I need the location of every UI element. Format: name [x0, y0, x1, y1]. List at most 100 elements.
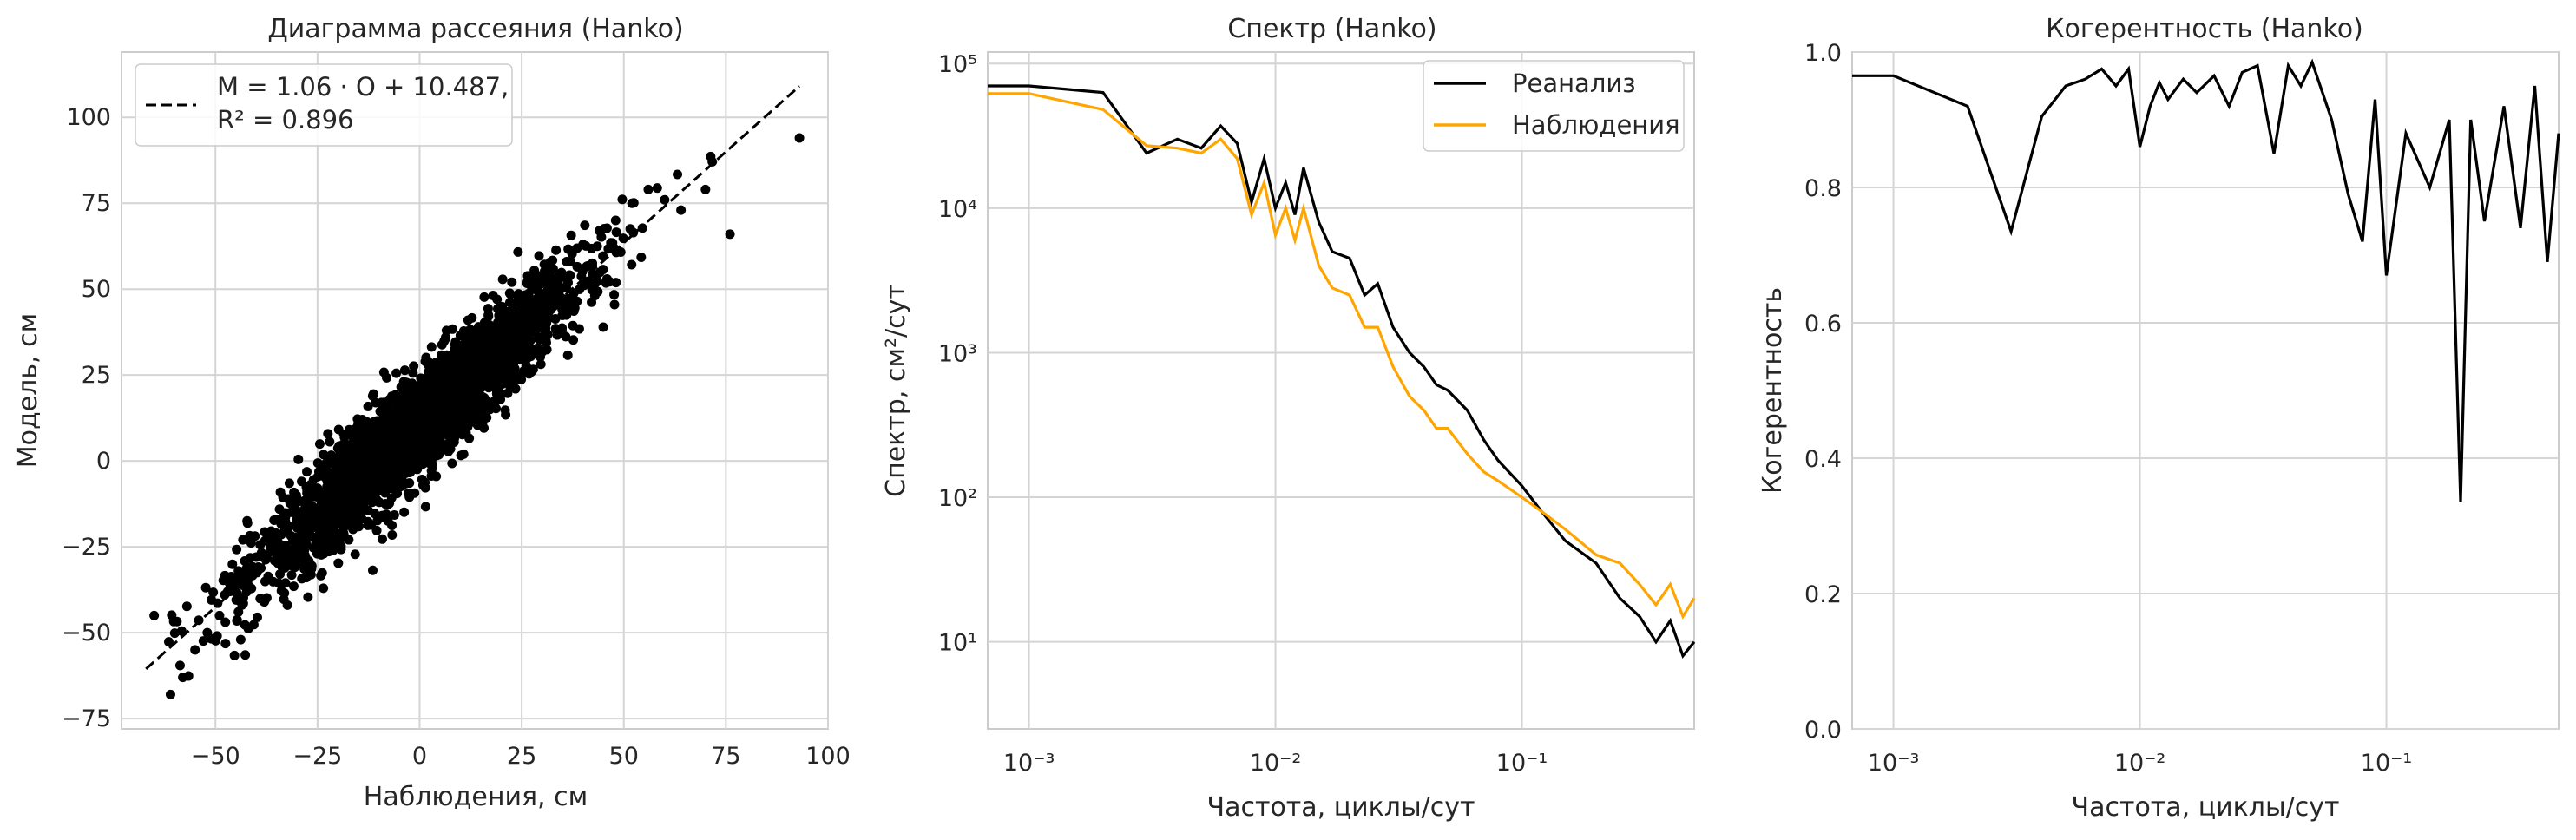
scatter-point — [488, 290, 498, 300]
scatter-point — [601, 273, 612, 284]
scatter-point — [562, 350, 573, 360]
scatter-point — [408, 368, 418, 378]
scatter-xtick-label: 100 — [805, 743, 851, 770]
scatter-point — [391, 462, 401, 472]
scatter-point — [220, 617, 231, 627]
scatter-point — [276, 529, 286, 540]
scatter-point — [409, 395, 419, 405]
scatter-point — [448, 424, 458, 435]
scatter-point — [499, 363, 509, 373]
scatter-legend-box — [135, 63, 513, 147]
scatter-point — [373, 434, 384, 444]
scatter-point — [333, 424, 344, 435]
scatter-point — [504, 288, 515, 299]
scatter-point — [541, 338, 551, 348]
scatter-point — [334, 468, 345, 478]
scatter-point — [399, 507, 410, 517]
scatter-point — [417, 429, 427, 439]
scatter-point — [338, 529, 348, 540]
scatter-point — [794, 133, 805, 143]
scatter-point — [218, 575, 228, 586]
scatter-point — [424, 387, 435, 397]
scatter-point — [572, 261, 582, 272]
scatter-point — [660, 194, 670, 205]
scatter-point — [457, 397, 467, 407]
scatter-point — [282, 600, 292, 610]
scatter-point — [167, 610, 177, 620]
scatter-point — [387, 480, 398, 490]
scatter-point — [363, 516, 373, 527]
scatter-point — [365, 425, 376, 436]
scatter-point — [477, 417, 488, 428]
scatter-point — [498, 328, 509, 338]
scatter-point — [610, 215, 621, 226]
scatter-point — [377, 534, 387, 544]
scatter-point — [442, 378, 452, 389]
scatter-point — [566, 230, 576, 240]
scatter-point — [513, 246, 523, 257]
scatter-point — [707, 156, 718, 167]
coherence-ytick-label: 0.4 — [1804, 446, 1842, 473]
scatter-point — [367, 565, 378, 575]
scatter-point — [398, 394, 409, 404]
scatter-point — [332, 456, 343, 466]
scatter-point — [490, 397, 500, 408]
scatter-point — [469, 331, 479, 341]
scatter-point — [550, 279, 561, 290]
scatter-point — [509, 360, 519, 371]
scatter-point — [314, 439, 325, 450]
scatter-point — [439, 336, 450, 346]
scatter-point — [231, 594, 241, 605]
scatter-point — [299, 550, 310, 561]
scatter-point — [562, 278, 573, 288]
spectrum-xtick-labels: 10⁻³ 10⁻² 10⁻¹ — [1003, 750, 1548, 777]
scatter-point — [455, 404, 465, 414]
scatter-point — [601, 223, 612, 233]
scatter-point — [172, 616, 182, 627]
scatter-point — [550, 313, 561, 324]
scatter-point — [232, 544, 242, 555]
scatter-point — [367, 449, 378, 459]
scatter-point — [396, 414, 406, 424]
scatter-point — [550, 324, 561, 334]
scatter-point — [565, 270, 575, 280]
scatter-point — [301, 573, 312, 583]
spectrum-legend-reanalysis: Реанализ — [1512, 69, 1636, 98]
scatter-point — [408, 385, 418, 396]
scatter-point — [240, 555, 250, 566]
scatter-point — [319, 583, 329, 594]
scatter-point — [498, 373, 509, 384]
scatter-point — [388, 471, 398, 482]
scatter-point — [252, 612, 262, 622]
scatter-point — [238, 598, 248, 608]
coherence-ytick-label: 0.2 — [1804, 581, 1842, 608]
spectrum-ytick-label: 10² — [938, 485, 977, 512]
coherence-lines — [1852, 58, 2560, 502]
scatter-point — [302, 495, 312, 506]
scatter-point — [529, 284, 539, 294]
scatter-point — [427, 460, 437, 470]
scatter-point — [504, 381, 515, 391]
scatter-point — [479, 396, 490, 406]
scatter-point — [399, 365, 410, 376]
scatter-point — [446, 399, 457, 410]
scatter-point — [468, 365, 478, 376]
scatter-point — [379, 449, 390, 459]
scatter-point — [398, 469, 409, 480]
scatter-point — [255, 594, 266, 604]
scatter-point — [238, 535, 248, 545]
scatter-point — [240, 650, 251, 660]
coherence-xtick-label: 10⁻¹ — [2361, 750, 2412, 777]
scatter-point — [322, 541, 332, 551]
scatter-point — [235, 634, 246, 645]
scatter-point — [384, 498, 395, 509]
coherence-ytick-label: 0.8 — [1804, 175, 1842, 202]
scatter-point — [404, 478, 415, 489]
scatter-point — [435, 415, 445, 425]
scatter-point — [280, 578, 291, 588]
scatter-point — [643, 184, 654, 194]
scatter-point — [288, 581, 299, 592]
scatter-point — [339, 432, 350, 443]
scatter-ytick-label: −25 — [62, 534, 111, 561]
scatter-point — [364, 481, 374, 491]
